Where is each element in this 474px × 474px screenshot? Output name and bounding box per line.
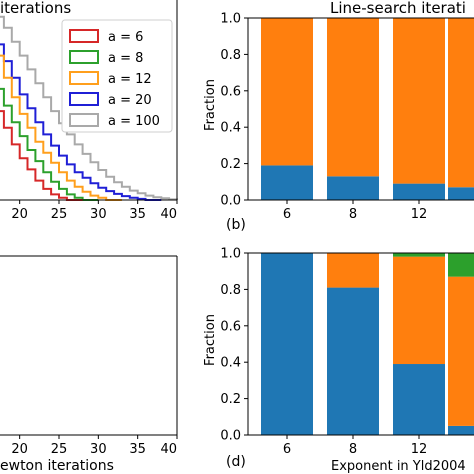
- y-tick-label: 0.0: [220, 429, 241, 444]
- y-tick-label: 0.2: [220, 157, 241, 172]
- bar-segment: [448, 425, 474, 435]
- axes-frame-bottom-left: [0, 255, 178, 436]
- panel-bottom-left: 20 25 30 35 40 ewton iterations: [0, 255, 178, 474]
- bar-segment: [327, 176, 379, 200]
- legend-top-left: a = 6 a = 8 a = 12 a = 20 a = 100: [61, 19, 173, 133]
- panel-label-b: (b): [226, 217, 246, 233]
- x-tick-label: 30: [90, 442, 107, 457]
- legend-label: a = 20: [108, 93, 152, 108]
- x-tick-label: 25: [51, 207, 68, 222]
- legend-swatch: [69, 50, 99, 64]
- y-tick-label: 0.4: [220, 121, 241, 136]
- x-tick-label: 25: [51, 442, 68, 457]
- series-line-a12: [0, 54, 122, 201]
- axes-bottom-right: 6 8 12 0.0 0.2 0.4 0.6 0.8 1.0: [220, 247, 474, 457]
- bar-segment: [261, 18, 313, 166]
- y-tick-label: 0.6: [220, 84, 241, 99]
- axes-top-right: 6 8 12 0.0 0.2 0.4 0.6 0.8 1.0: [220, 12, 474, 222]
- xlabel-bottom-left: ewton iterations: [0, 458, 114, 474]
- bar-segment: [327, 253, 379, 288]
- bar-segment: [448, 187, 474, 200]
- x-ticks-bottom-left: 20 25 30 35 40: [11, 435, 178, 457]
- ylabel-top-right: Fraction: [203, 79, 218, 131]
- bars-top-right: [261, 18, 474, 200]
- series-line-a100: [0, 15, 178, 201]
- x-ticks-top-left: 20 25 30 35 40: [11, 200, 178, 222]
- x-tick-label: 12: [411, 442, 428, 457]
- legend-label: a = 100: [108, 114, 160, 129]
- legend-swatch: [69, 113, 99, 127]
- x-tick-label: 8: [349, 442, 357, 457]
- legend-label: a = 12: [108, 72, 152, 87]
- x-tick-label: 40: [160, 207, 177, 222]
- bar-segment: [393, 183, 445, 200]
- bars-bottom-right: [261, 253, 474, 435]
- y-tick-label: 0.6: [220, 319, 241, 334]
- bar-segment: [327, 18, 379, 177]
- y-tick-label: 0.8: [220, 283, 241, 298]
- x-tick-label: 35: [129, 442, 146, 457]
- x-tick-label: 30: [90, 207, 107, 222]
- title-top-right: Line-search iterati: [330, 0, 466, 17]
- x-tick-label: 20: [11, 442, 28, 457]
- x-tick-label: 20: [11, 207, 28, 222]
- series-line-a8: [0, 87, 99, 201]
- bar-segment: [393, 364, 445, 435]
- legend-swatch: [69, 71, 99, 85]
- y-tick-label: 0.0: [220, 194, 241, 209]
- legend-label: a = 6: [108, 30, 143, 45]
- x-tick-label: 8: [349, 207, 357, 222]
- x-tick-label: 35: [129, 207, 146, 222]
- ylabel-bottom-right: Fraction: [203, 314, 218, 366]
- y-tick-label: 1.0: [220, 247, 241, 262]
- y-tick-label: 0.4: [220, 356, 241, 371]
- bar-segment: [393, 256, 445, 365]
- panel-top-left: iterations 20 25 30 35 40 a = 6a = 8a = 12a …: [0, 0, 178, 222]
- legend-swatch: [69, 29, 99, 43]
- xlabel-bottom-right: Exponent in Yld2004: [331, 459, 466, 474]
- bar-segment: [448, 18, 474, 188]
- panel-label-d: (d): [226, 454, 246, 470]
- axes-frame-top-left: [0, 0, 178, 201]
- bar-segment: [261, 253, 313, 435]
- series-group-top-left: [0, 15, 178, 201]
- y-tick-label: 0.8: [220, 48, 241, 63]
- x-tick-label: 40: [160, 442, 177, 457]
- bar-segment: [393, 18, 445, 184]
- x-tick-label: 6: [283, 207, 291, 222]
- title-top-left: iterations: [0, 0, 71, 17]
- x-tick-label: 12: [411, 207, 428, 222]
- bar-segment: [393, 253, 445, 257]
- y-tick-label: 0.2: [220, 392, 241, 407]
- bar-segment: [448, 276, 474, 426]
- legend-label: a = 8: [108, 51, 143, 66]
- y-tick-label: 1.0: [220, 12, 241, 27]
- series-line-a6: [0, 110, 83, 201]
- panel-bottom-right: 6 8 12 0.0 0.2 0.4 0.6 0.8 1.0 Fraction (d) Expo…: [203, 247, 474, 474]
- bar-segment: [261, 165, 313, 200]
- x-tick-label: 6: [283, 442, 291, 457]
- legend-swatch: [69, 92, 99, 106]
- bar-segment: [448, 253, 474, 277]
- panel-top-right: Line-search iterati 6 8 12 0.0 0.2 0.4 0.6 0.8 1…: [203, 0, 474, 233]
- bar-segment: [327, 287, 379, 435]
- series-line-a20: [0, 43, 162, 201]
